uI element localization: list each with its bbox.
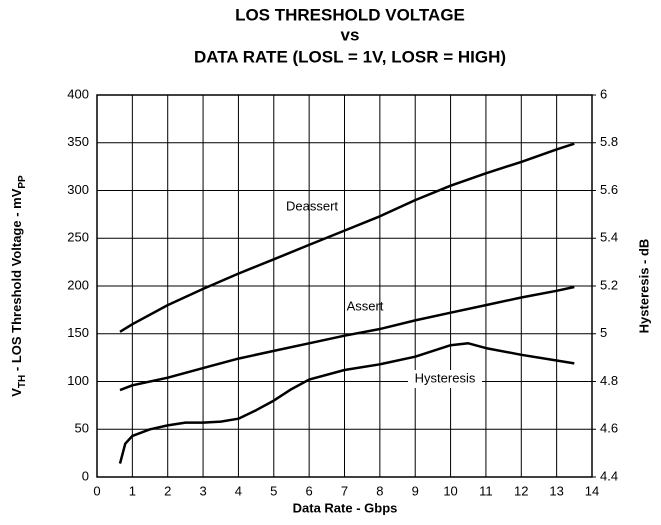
x-tick-label: 14: [585, 483, 599, 498]
x-tick-label: 12: [514, 483, 528, 498]
x-tick-label: 8: [376, 483, 383, 498]
y2-tick-label: 4.8: [600, 373, 618, 388]
x-tick-label: 10: [443, 483, 457, 498]
plot-frame: [96, 94, 593, 478]
x-tick-label: 11: [479, 483, 493, 498]
series-label: Deassert: [286, 198, 338, 213]
y2-tick-label: 5: [600, 325, 607, 340]
x-tick-label: 6: [306, 483, 313, 498]
x-tick-label: 3: [199, 483, 206, 498]
chart-title: LOS THRESHOLD VOLTAGE: [235, 5, 465, 24]
y-tick-label: 200: [67, 277, 89, 292]
y2-axis-label: Hysteresis - dB: [636, 239, 651, 334]
line: [119, 142, 575, 333]
y2-tick-label: 4.6: [600, 421, 618, 436]
x-tick-label: 5: [270, 483, 277, 498]
x-tick-label: 0: [93, 483, 100, 498]
y-axis-label-part: V: [9, 388, 24, 397]
y2-tick-label: 5.4: [600, 230, 618, 245]
y-axis-label-part: TH: [17, 375, 28, 388]
y-axis-label: VTH - LOS Threshold Voltage - mVPP: [9, 175, 27, 397]
y-tick-label: 150: [67, 325, 89, 340]
y2-tick-label: 5.2: [600, 277, 618, 292]
y2-tick-label: 5.8: [600, 134, 618, 149]
x-tick-label: 7: [341, 483, 348, 498]
y-tick-label: 300: [67, 182, 89, 197]
y-axis-label-part: PP: [17, 175, 28, 189]
y-tick-label: 250: [67, 230, 89, 245]
chart-title: vs: [341, 25, 360, 44]
line: [118, 342, 575, 464]
y-axis-label-part: - LOS Threshold Voltage - mV: [9, 188, 24, 374]
chart-title: DATA RATE (LOSL = 1V, LOSR = HIGH): [194, 47, 506, 66]
y2-tick-label: 5.6: [600, 182, 618, 197]
series-label: Hysteresis: [415, 370, 476, 385]
y-tick-label: 350: [67, 134, 89, 149]
y-tick-label: 0: [82, 468, 89, 483]
x-tick-label: 9: [412, 483, 419, 498]
line: [119, 285, 575, 392]
x-tick-label: 2: [164, 483, 171, 498]
x-tick-label: 1: [129, 483, 136, 498]
y2-tick-label: 6: [600, 86, 607, 101]
y-tick-label: 400: [67, 86, 89, 101]
y2-tick-label: 4.4: [600, 468, 618, 483]
label-background: [408, 370, 482, 388]
x-axis-label: Data Rate - Gbps: [293, 500, 398, 515]
y-tick-label: 50: [75, 421, 89, 436]
series-label: Assert: [347, 298, 384, 313]
y-tick-label: 100: [67, 373, 89, 388]
x-tick-label: 13: [549, 483, 563, 498]
x-tick-label: 4: [235, 483, 242, 498]
